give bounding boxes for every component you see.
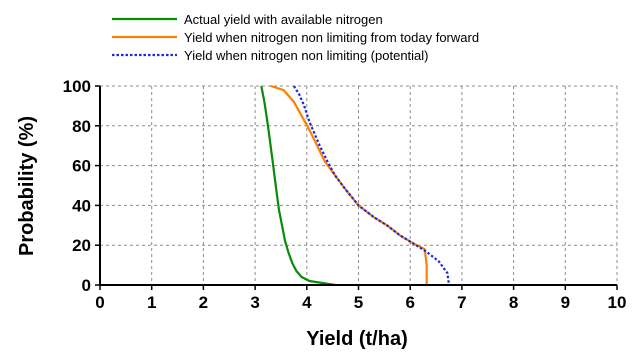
y-axis-title: Probability (%) bbox=[16, 116, 38, 256]
y-tick-label: 80 bbox=[72, 117, 91, 136]
legend-label-1: Actual yield with available nitrogen bbox=[184, 12, 383, 27]
x-tick-label: 6 bbox=[405, 293, 414, 312]
x-tick-label: 8 bbox=[509, 293, 518, 312]
x-tick-label: 3 bbox=[250, 293, 259, 312]
series-line-1 bbox=[260, 85, 336, 287]
x-tick-label: 4 bbox=[302, 293, 312, 312]
x-tick-label: 2 bbox=[199, 293, 208, 312]
legend: Actual yield with available nitrogen Yiel… bbox=[112, 12, 479, 63]
y-tick-label: 40 bbox=[72, 196, 91, 215]
x-tick-label: 7 bbox=[457, 293, 466, 312]
x-tick-label: 5 bbox=[354, 293, 363, 312]
x-tick-label: 0 bbox=[95, 293, 104, 312]
y-tick-label: 100 bbox=[63, 77, 91, 96]
axes bbox=[95, 85, 618, 290]
series-lines bbox=[260, 84, 451, 287]
x-axis-title: Yield (t/ha) bbox=[306, 328, 407, 350]
x-tick-label: 10 bbox=[608, 293, 627, 312]
legend-label-2: Yield when nitrogen non limiting from to… bbox=[184, 30, 479, 45]
series-line-3 bbox=[292, 85, 451, 286]
x-tick-label: 9 bbox=[561, 293, 570, 312]
series-line-2 bbox=[270, 84, 428, 285]
y-tick-label: 0 bbox=[82, 276, 91, 295]
legend-label-3: Yield when nitrogen non limiting (potent… bbox=[184, 48, 429, 63]
x-tick-label: 1 bbox=[147, 293, 156, 312]
y-tick-label: 20 bbox=[72, 236, 91, 255]
grid bbox=[100, 85, 618, 285]
y-tick-label: 60 bbox=[72, 157, 91, 176]
